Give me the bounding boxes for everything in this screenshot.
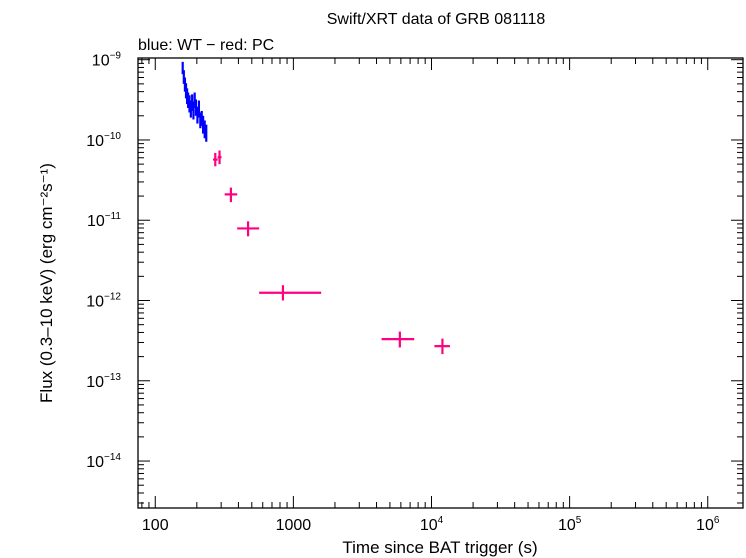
series-pc — [213, 150, 450, 355]
axis-ticks — [138, 58, 743, 508]
data-point — [187, 92, 190, 109]
y-tick-label: 10−10 — [86, 131, 121, 150]
data-point — [237, 221, 260, 237]
data-point — [259, 285, 322, 301]
chart-title: Swift/XRT data of GRB 081118 — [327, 11, 546, 28]
data-point — [434, 338, 450, 355]
x-tick-label: 1000 — [276, 517, 312, 534]
data-point — [181, 61, 184, 75]
data-point — [192, 101, 195, 120]
data-point — [217, 150, 222, 165]
tick-labels: 100 1000 104 105 106 10−9 10−10 10−11 10−12 10−13… — [86, 51, 720, 534]
data-point — [203, 120, 206, 139]
data-point — [197, 100, 200, 118]
y-tick-label: 10−14 — [86, 452, 121, 471]
data-point — [224, 187, 238, 203]
data-point — [182, 70, 185, 84]
data-point — [200, 110, 203, 126]
data-point — [213, 152, 218, 167]
data-point — [194, 99, 198, 116]
x-tick-label: 105 — [558, 515, 582, 534]
chart-subtitle: blue: WT − red: PC — [138, 37, 274, 54]
y-axis-label: Flux (0.3–10 keV) (erg cm⁻²s⁻¹) — [37, 163, 56, 403]
data-point — [201, 115, 205, 134]
series-wt — [181, 61, 208, 142]
data-point — [381, 331, 415, 348]
data-point — [205, 124, 208, 142]
y-tick-label: 10−11 — [87, 211, 121, 230]
data-point — [188, 95, 191, 113]
x-axis-label: Time since BAT trigger (s) — [342, 538, 537, 557]
data-point — [196, 106, 199, 124]
y-tick-label: 10−9 — [92, 51, 122, 70]
x-tick-label: 100 — [142, 517, 169, 534]
data-point — [199, 112, 202, 129]
plot-frame — [137, 57, 744, 509]
x-tick-label: 106 — [696, 515, 720, 534]
data-series — [181, 61, 450, 355]
x-tick-label: 104 — [420, 515, 444, 534]
y-tick-label: 10−13 — [86, 372, 121, 391]
y-tick-label: 10−12 — [86, 292, 121, 311]
